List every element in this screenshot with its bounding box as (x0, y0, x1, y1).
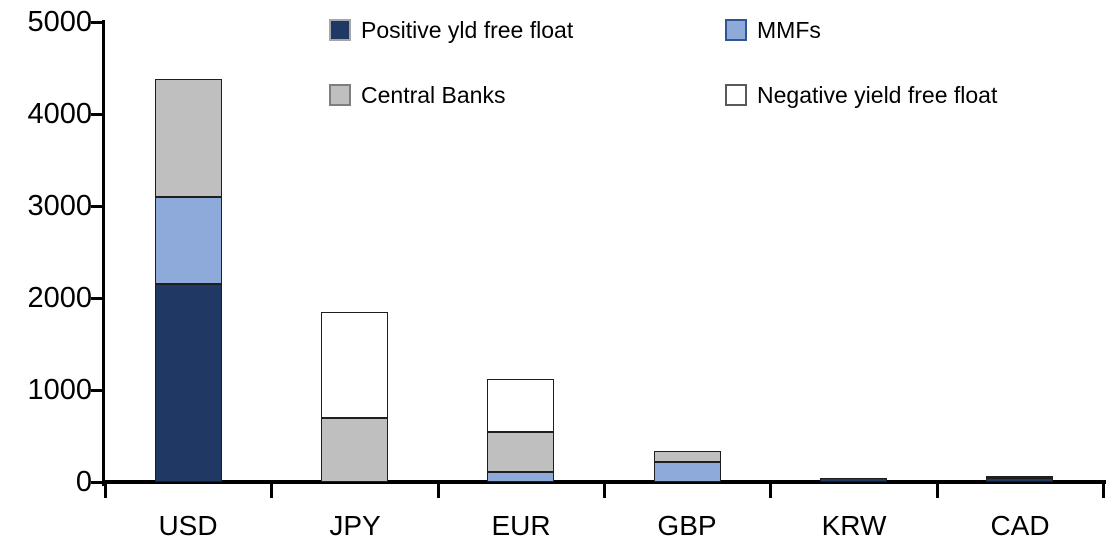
x-tick (437, 481, 440, 498)
legend-item-positive-yld-free-float: Positive yld free float (329, 16, 725, 44)
y-tick (91, 205, 105, 208)
y-tick-label: 3000 (27, 190, 92, 222)
legend-label: Central Banks (361, 82, 506, 108)
x-tick (603, 481, 606, 498)
y-tick (91, 297, 105, 300)
legend-label: Negative yield free float (757, 82, 998, 108)
x-category-label: GBP (657, 510, 717, 541)
x-category-label: JPY (329, 510, 381, 541)
x-tick (769, 481, 772, 498)
x-tick (936, 481, 939, 498)
bar-segment-GBP (654, 462, 721, 482)
bar-segment-KRW (820, 478, 887, 482)
y-tick-label: 4000 (27, 98, 92, 130)
bar-segment-EUR (487, 379, 554, 432)
y-tick-label: 5000 (27, 6, 92, 38)
y-tick (91, 481, 105, 484)
legend-swatch-central-banks (329, 84, 351, 106)
y-tick-label: 0 (75, 466, 92, 498)
legend-swatch-positive-yld-free-float (329, 19, 351, 41)
legend-item-central-banks: Central Banks (329, 81, 725, 109)
legend-label: MMFs (757, 17, 821, 43)
x-category-label: CAD (990, 510, 1050, 541)
legend-item-negative-yield-free-float: Negative yield free float (725, 81, 997, 109)
bar-segment-JPY (321, 312, 388, 418)
legend: Positive yld free float MMFs Central Ban… (329, 16, 997, 109)
legend-label: Positive yld free float (361, 17, 574, 43)
y-axis-line (102, 20, 105, 486)
bar-segment-USD (155, 197, 222, 284)
x-tick (1102, 481, 1105, 498)
bar-segment-EUR (487, 472, 554, 482)
x-category-label: EUR (491, 510, 551, 541)
y-tick (91, 113, 105, 116)
bar-segment-EUR (487, 432, 554, 472)
y-tick-label: 1000 (27, 374, 92, 406)
bar-segment-JPY (321, 418, 388, 482)
y-tick (91, 21, 105, 24)
bar-segment-CAD (986, 478, 1053, 482)
y-tick-label: 2000 (27, 282, 92, 314)
legend-swatch-mmfs (725, 19, 747, 41)
bar-segment-USD (155, 284, 222, 482)
x-category-label: USD (158, 510, 218, 541)
x-category-label: KRW (821, 510, 887, 541)
x-tick (270, 481, 273, 498)
legend-swatch-negative-yield-free-float (725, 84, 747, 106)
bar-segment-USD (155, 79, 222, 197)
y-tick (91, 389, 105, 392)
legend-item-mmfs: MMFs (725, 16, 997, 44)
bar-segment-CAD (986, 476, 1053, 478)
x-tick (104, 481, 107, 498)
bar-segment-GBP (654, 451, 721, 462)
